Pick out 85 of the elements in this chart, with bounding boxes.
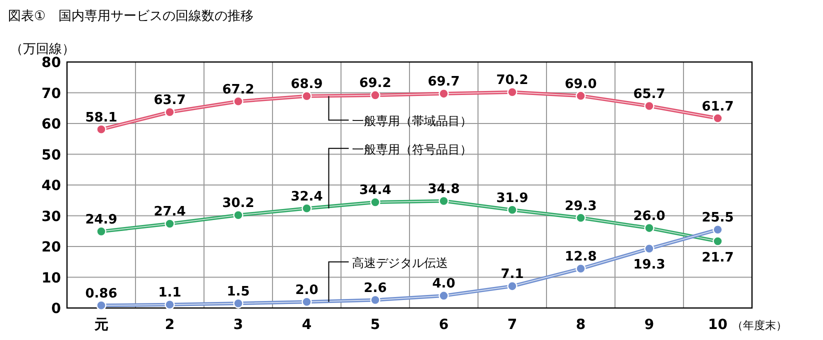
y-tick-label: 80	[42, 55, 62, 71]
data-label: 31.9	[496, 190, 528, 206]
point	[644, 244, 654, 254]
data-label: 19.3	[633, 258, 666, 273]
point	[302, 91, 312, 102]
point	[712, 113, 723, 124]
y-tick-label: 10	[42, 270, 62, 286]
point	[233, 298, 244, 308]
x-tick-label: 5	[370, 317, 380, 333]
point	[233, 210, 244, 220]
x-tick-label: 3	[233, 317, 244, 333]
point	[302, 203, 312, 214]
series-label: 一般専用（帯域品目）	[352, 114, 472, 128]
data-label: 27.4	[154, 204, 186, 220]
data-label: 2.0	[295, 282, 318, 298]
data-label: 21.7	[702, 250, 734, 266]
point	[370, 90, 380, 100]
data-label: 4.0	[432, 276, 456, 292]
data-label: 2.6	[364, 281, 387, 296]
x-tick-label: 6	[438, 317, 449, 333]
point	[507, 87, 518, 98]
x-tick-label: 2	[164, 317, 175, 333]
y-tick-label: 70	[42, 86, 62, 102]
data-label: 58.1	[85, 110, 118, 126]
y-tick-label: 60	[42, 116, 62, 132]
data-label: 69.7	[428, 74, 460, 90]
y-tick-label: 50	[42, 147, 62, 164]
data-label: 0.86	[85, 286, 118, 302]
point	[164, 107, 175, 118]
point	[96, 124, 106, 134]
point	[438, 88, 449, 99]
point	[576, 212, 586, 223]
data-label: 70.2	[496, 73, 528, 88]
text: 一般専用（符号品目）	[352, 142, 472, 156]
point	[438, 290, 449, 301]
y-tick-label: 40	[42, 178, 62, 194]
point	[438, 196, 449, 206]
data-label: 68.9	[290, 77, 323, 92]
point	[233, 96, 244, 106]
series-label: 高速デジタル伝送	[352, 256, 448, 270]
data-label: 61.7	[702, 99, 734, 114]
chart-title: 図表① 国内専用サービスの回線数の推移	[8, 9, 254, 24]
x-tick-label: 8	[576, 317, 586, 333]
y-axis-title: （万回線）	[10, 42, 75, 57]
x-tick-label: 10	[708, 317, 728, 333]
data-label: 1.1	[158, 286, 182, 301]
point	[507, 281, 518, 292]
point	[644, 100, 654, 112]
data-label: 69.0	[564, 76, 597, 92]
point	[644, 222, 654, 234]
point	[370, 294, 380, 306]
x-tick-label: 4	[302, 317, 312, 333]
data-label: 7.1	[500, 267, 524, 282]
point	[164, 218, 175, 229]
data-label: 30.2	[222, 196, 254, 212]
x-tick-label: 9	[644, 317, 654, 333]
point	[96, 300, 106, 310]
x-tick-label: 7	[507, 317, 518, 333]
y-tick-label: 0	[51, 301, 62, 317]
point	[712, 236, 723, 246]
data-label: 34.8	[428, 182, 460, 197]
point	[576, 264, 586, 274]
data-label: 67.2	[222, 82, 254, 98]
data-label: 1.5	[226, 284, 250, 300]
data-label: 34.4	[359, 183, 392, 198]
point	[164, 300, 175, 310]
y-tick-label: 20	[42, 240, 62, 256]
point	[507, 204, 518, 216]
data-label: 29.3	[564, 198, 597, 214]
x-axis-title: （年度末）	[732, 319, 787, 332]
point	[96, 226, 106, 237]
point	[302, 296, 312, 307]
point	[576, 90, 586, 101]
point	[370, 197, 380, 208]
x-tick-label: 元	[93, 317, 108, 333]
data-label: 32.4	[290, 189, 323, 204]
data-label: 69.2	[359, 76, 392, 92]
data-label: 24.9	[85, 212, 118, 228]
y-tick-label: 30	[42, 208, 62, 225]
point	[712, 224, 723, 235]
data-label: 25.5	[702, 210, 734, 226]
data-label: 12.8	[564, 250, 597, 265]
data-label: 63.7	[154, 93, 186, 108]
data-label: 65.7	[633, 86, 666, 102]
data-label: 26.0	[633, 209, 666, 224]
